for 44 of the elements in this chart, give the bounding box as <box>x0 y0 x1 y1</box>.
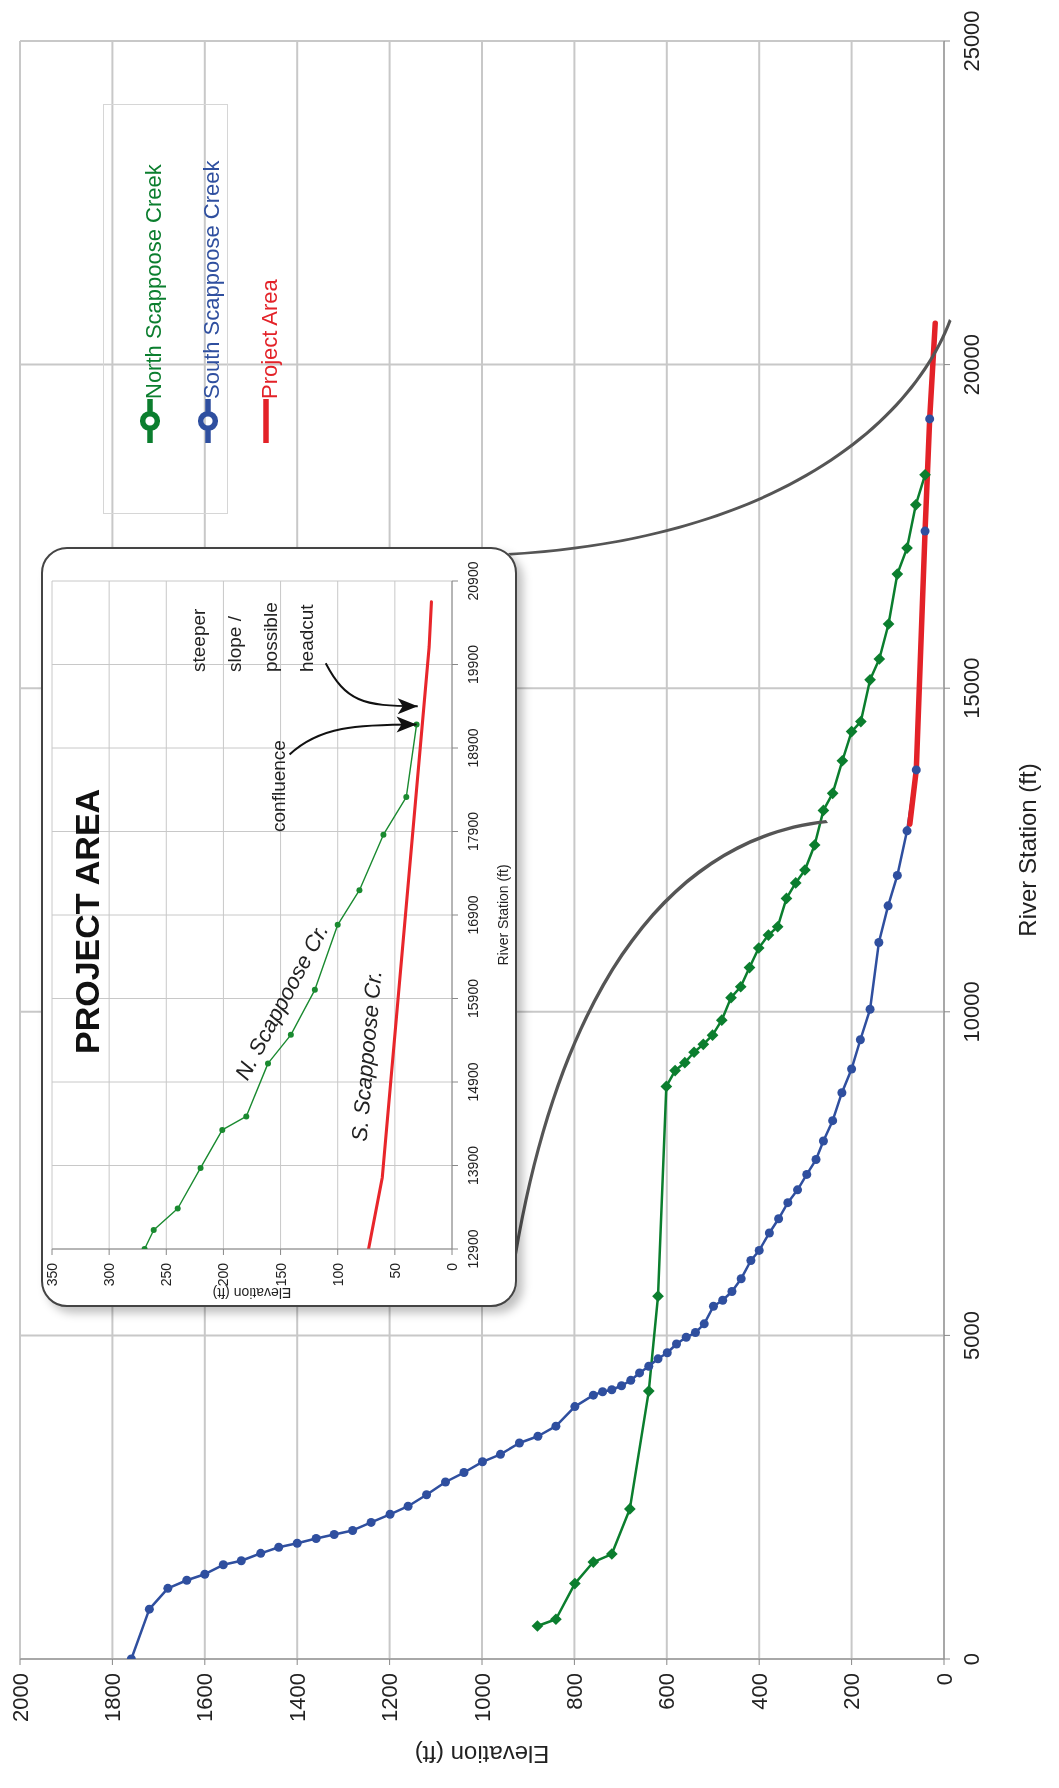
y-axis-title: River Station (ft) <box>495 864 511 966</box>
x-tick-label: 1800 <box>99 1673 125 1722</box>
x-tick-label: 800 <box>561 1673 587 1710</box>
y-tick-label: 16900 <box>464 895 481 935</box>
y-tick-label: 0 <box>959 1652 985 1666</box>
text: North Scappoose Creek <box>140 164 166 399</box>
text: Project Area <box>256 279 282 399</box>
x-tick-label: 1600 <box>192 1673 218 1722</box>
x-axis-title: Elevation (ft) <box>414 1740 550 1768</box>
y-axis-title: River Station (ft) <box>1013 763 1041 937</box>
y-tick-label: 15000 <box>959 657 985 719</box>
y-tick-label: 18900 <box>464 728 481 768</box>
y-tick-label: 15900 <box>464 978 481 1018</box>
annotation: steeper slope / possible headcut <box>186 601 318 673</box>
x-tick-label: 100 <box>329 1262 346 1287</box>
y-tick-label: 13900 <box>464 1145 481 1185</box>
x-tick-label: 600 <box>654 1673 680 1710</box>
x-tick-label: 0 <box>931 1673 957 1686</box>
text: PROJECT AREA <box>67 788 107 1054</box>
x-tick-label: 2000 <box>7 1673 33 1722</box>
x-axis-title: Elevation (ft) <box>212 1285 292 1301</box>
x-tick-label: 50 <box>386 1262 403 1279</box>
text: S. Scappoose Cr. <box>345 968 388 1145</box>
y-tick-label: 5000 <box>959 1310 985 1360</box>
y-tick-label: 20000 <box>959 334 985 396</box>
y-tick-label: 20900 <box>464 561 481 601</box>
y-tick-label: 17900 <box>464 811 481 851</box>
x-tick-label: 1200 <box>377 1673 403 1722</box>
annotation: confluence <box>266 738 290 832</box>
y-tick-label: 12900 <box>464 1229 481 1269</box>
x-tick-label: 200 <box>839 1673 865 1710</box>
y-tick-label: 25000 <box>959 10 985 72</box>
y-tick-label: 19900 <box>464 644 481 684</box>
x-tick-label: 0 <box>444 1262 460 1271</box>
x-tick-label: 400 <box>746 1673 772 1710</box>
x-tick-label: 150 <box>272 1262 289 1287</box>
x-tick-label: 350 <box>44 1262 60 1287</box>
x-tick-label: 1000 <box>469 1673 495 1722</box>
y-tick-label: 14900 <box>464 1062 481 1102</box>
x-tick-label: 1400 <box>284 1673 310 1722</box>
x-tick-label: 250 <box>158 1262 175 1287</box>
x-tick-label: 300 <box>101 1262 118 1287</box>
y-tick-label: 10000 <box>959 981 985 1043</box>
text: South Scappoose Creek <box>198 160 224 399</box>
